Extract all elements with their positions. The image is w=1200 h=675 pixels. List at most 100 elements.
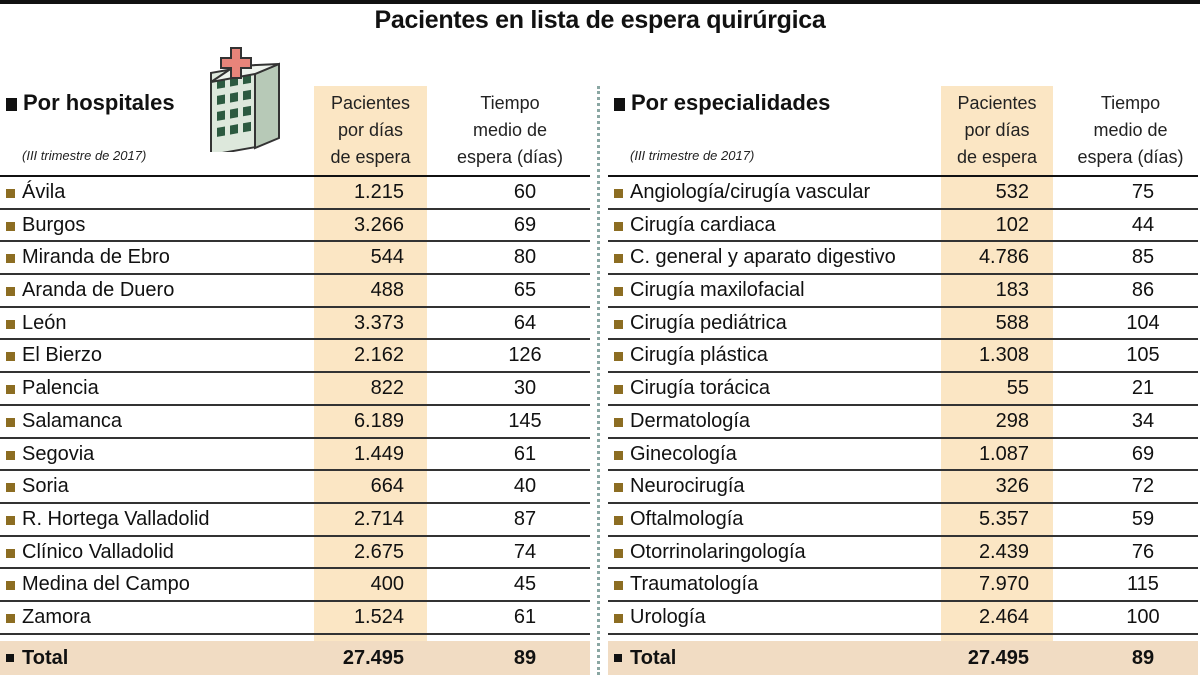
header-line: Pacientes [957, 93, 1037, 113]
row-bullet-icon [6, 287, 15, 297]
row-pacientes: 400 [370, 573, 404, 596]
row-tiempo: 75 [1131, 181, 1155, 203]
table-row: Cirugía pediátrica 588 104 [608, 308, 1198, 341]
row-bullet-icon [6, 483, 15, 493]
section-title-text: Por hospitales [23, 90, 175, 115]
row-bullet-icon [614, 581, 623, 591]
row-pacientes: 1.524 [353, 605, 404, 628]
table-row: León 3.373 64 [0, 308, 590, 341]
row-pacientes: 1.449 [353, 442, 404, 465]
total-pacientes: 27.495 [967, 647, 1029, 669]
row-tiempo: 100 [1126, 605, 1160, 628]
table-row: Soria 664 40 [0, 471, 590, 504]
column-header-pacientes: Pacientes por días de espera [314, 90, 427, 171]
table-especialidades: Por especialidades (III trimestre de 201… [608, 86, 1198, 675]
row-tiempo: 34 [1131, 409, 1155, 432]
row-tiempo: 60 [513, 181, 537, 203]
row-pacientes: 2.162 [353, 344, 404, 367]
section-title: Por especialidades [614, 90, 830, 116]
total-label: Total [22, 647, 69, 669]
row-tiempo: 45 [513, 573, 537, 596]
row-tiempo: 87 [513, 507, 537, 530]
row-pacientes: 7.970 [978, 573, 1029, 596]
header-line: espera (días) [456, 147, 564, 167]
table-row: R. Hortega Valladolid 2.714 87 [0, 504, 590, 537]
row-tiempo: 59 [1131, 507, 1155, 530]
table-row: Ginecología 1.087 69 [608, 439, 1198, 472]
row-pacientes: 1.308 [978, 344, 1029, 367]
row-name: Cirugía pediátrica [630, 311, 787, 334]
row-pacientes: 4.786 [978, 246, 1029, 269]
row-bullet-icon [6, 352, 15, 362]
table-row: Otorrinolaringología 2.439 76 [608, 537, 1198, 570]
table-row: Salamanca 6.189 145 [0, 406, 590, 439]
row-name: Cirugía torácica [630, 377, 771, 400]
table-rows: Ávila 1.215 60 Burgos 3.266 69 Miranda de Ebro… [0, 177, 590, 635]
top-rule [0, 0, 1200, 4]
row-bullet-icon [6, 581, 15, 591]
section-subtitle: (III trimestre de 2017) [630, 148, 755, 163]
row-name: El Bierzo [22, 344, 103, 367]
row-tiempo: 64 [513, 311, 537, 334]
row-pacientes: 1.215 [353, 181, 404, 203]
row-tiempo: 105 [1126, 344, 1160, 367]
total-row: Total 27.495 89 [608, 641, 1198, 675]
panel-divider [597, 86, 600, 675]
row-pacientes: 822 [370, 377, 404, 400]
row-name: Salamanca [22, 409, 123, 432]
row-pacientes: 298 [995, 409, 1029, 432]
table-row: Neurocirugía 326 72 [608, 471, 1198, 504]
table-hospitales: Por hospitales (III trimestre de 2017) P… [0, 86, 590, 675]
hospital-building-icon [210, 47, 280, 152]
row-name: Segovia [22, 442, 95, 465]
row-pacientes: 55 [1006, 377, 1029, 400]
header-rule [0, 175, 590, 177]
row-bullet-icon [614, 483, 623, 493]
row-pacientes: 488 [370, 279, 404, 302]
row-pacientes: 532 [995, 181, 1029, 203]
section-title: Por hospitales [6, 90, 175, 116]
table-row: Cirugía maxilofacial 183 86 [608, 275, 1198, 308]
row-pacientes: 2.439 [978, 540, 1029, 563]
row-pacientes: 2.714 [353, 507, 404, 530]
row-pacientes: 588 [995, 311, 1029, 334]
header-line: por días [964, 120, 1030, 140]
table-row: Palencia 822 30 [0, 373, 590, 406]
table-row: Oftalmología 5.357 59 [608, 504, 1198, 537]
row-bullet-icon [6, 515, 15, 525]
row-bullet-icon [614, 221, 623, 231]
row-bullet-icon [614, 450, 623, 460]
row-bullet-icon [614, 287, 623, 297]
row-pacientes: 5.357 [978, 507, 1029, 530]
table-row: Aranda de Duero 488 65 [0, 275, 590, 308]
row-tiempo: 69 [513, 213, 537, 236]
row-bullet-icon [614, 417, 623, 427]
total-bullet-icon [614, 654, 622, 662]
row-tiempo: 115 [1127, 573, 1159, 596]
row-name: Ginecología [630, 442, 737, 465]
table-row: Burgos 3.266 69 [0, 210, 590, 243]
row-name: Clínico Valladolid [22, 540, 174, 563]
row-bullet-icon [614, 613, 623, 623]
row-tiempo: 145 [508, 409, 542, 432]
total-pacientes: 27.495 [342, 647, 404, 669]
row-name: Palencia [22, 377, 99, 400]
total-label: Total [630, 647, 677, 669]
row-tiempo: 69 [1131, 442, 1155, 465]
section-title-text: Por especialidades [631, 90, 831, 115]
table-row: Cirugía plástica 1.308 105 [608, 340, 1198, 374]
row-pacientes: 3.373 [353, 311, 404, 334]
table-row: Medina del Campo 400 45 [0, 569, 590, 602]
row-name: Otorrinolaringología [630, 540, 806, 563]
table-row: Cirugía cardiaca 102 44 [608, 210, 1198, 243]
row-pacientes: 664 [370, 475, 404, 498]
row-bullet-icon [6, 189, 15, 198]
row-name: Medina del Campo [22, 573, 190, 596]
table-row: Clínico Valladolid 2.675 74 [0, 537, 590, 570]
row-name: Traumatología [630, 573, 759, 596]
row-tiempo: 126 [508, 344, 542, 367]
row-name: Dermatología [630, 409, 751, 432]
row-name: C. general y aparato digestivo [630, 246, 896, 269]
header-line: por días [337, 120, 404, 140]
table-row: Traumatología 7.970 115 [608, 569, 1198, 602]
